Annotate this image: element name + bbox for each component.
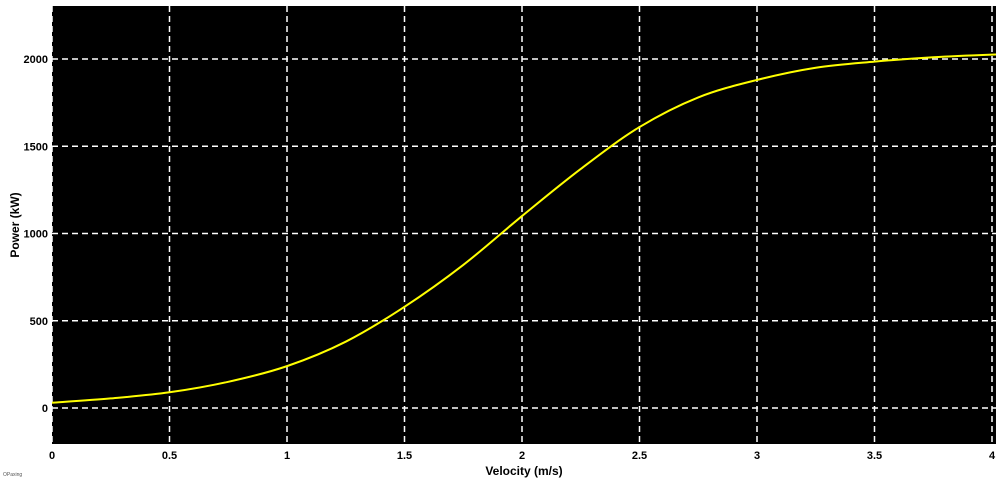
x-tick-label: 3.5	[867, 450, 882, 462]
x-tick-label: 1	[284, 450, 290, 462]
y-tick-labels: 0 500 1000 1500 2000	[24, 54, 48, 415]
plot-area	[52, 6, 996, 444]
x-axis-label: Velocity (m/s)	[485, 464, 562, 478]
x-tick-label: 2.5	[632, 450, 647, 462]
y-tick-label: 1000	[24, 229, 48, 241]
watermark-text: OPaxing	[3, 472, 22, 478]
y-axis-label: Power (kW)	[8, 192, 22, 257]
y-tick-label: 1500	[24, 141, 48, 153]
x-tick-label: 1.5	[397, 450, 412, 462]
series-line	[52, 53, 996, 404]
x-tick-labels: 0 0.5 1 1.5 2 2.5 3 3.5 4	[49, 450, 996, 462]
x-tick-label: 4	[989, 450, 996, 462]
series-layer	[52, 53, 996, 404]
x-tick-label: 0.5	[162, 450, 177, 462]
grid-layer	[51, 6, 996, 444]
x-tick-label: 2	[519, 450, 525, 462]
x-tick-label: 0	[49, 450, 55, 462]
y-tick-label: 2000	[24, 54, 48, 66]
x-tick-label: 3	[754, 450, 760, 462]
y-tick-label: 0	[42, 403, 48, 415]
y-tick-label: 500	[30, 316, 48, 328]
